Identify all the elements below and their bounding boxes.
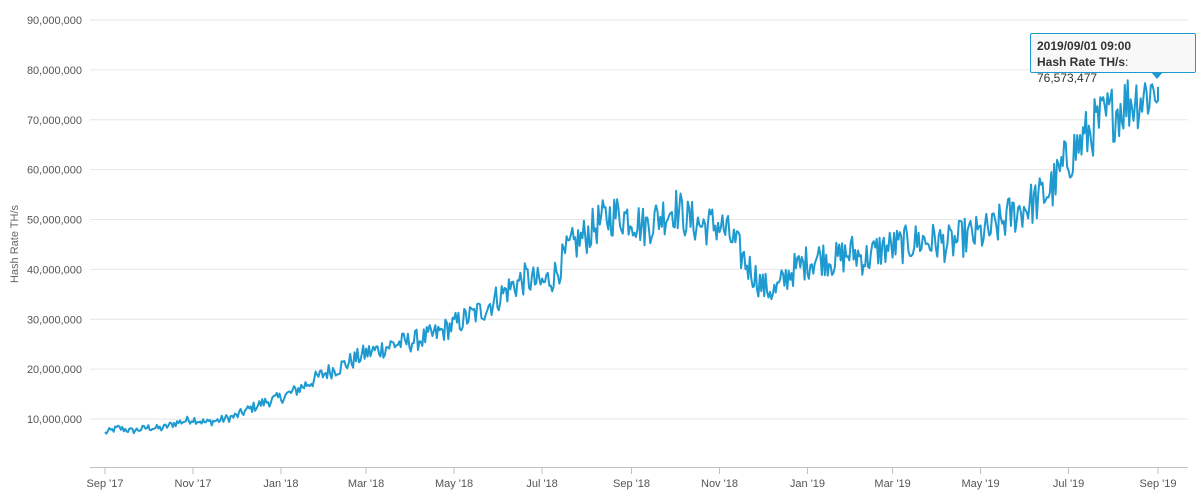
x-tick-label: Nov '18 [701,478,738,490]
x-axis-ticks: Sep '17 Nov '17 Jan '18 Mar '18 May '18 Jul '… [87,468,1177,490]
tooltip-pointer [1151,72,1163,79]
series-line-hash-rate [104,79,1159,435]
x-tick-label: Jan '18 [263,478,298,490]
x-tick-label: Sep '19 [1140,478,1177,490]
y-tick-label: 30,000,000 [27,314,82,326]
y-tick-label: 50,000,000 [27,215,82,227]
y-tick-label: 70,000,000 [27,115,82,127]
y-axis-title: Hash Rate TH/s [9,204,21,283]
y-tick-label: 90,000,000 [27,15,82,27]
y-tick-label: 10,000,000 [27,414,82,426]
tooltip-value: 76,573,477 [1037,71,1098,85]
x-tick-label: May '19 [961,478,999,490]
tooltip-series-label: Hash Rate TH/s [1037,55,1126,69]
tooltip-separator: : [1125,55,1129,69]
y-axis-ticks: 10,000,000 20,000,000 30,000,000 40,000,000… [27,15,82,426]
tooltip-value-row: Hash Rate TH/s: 76,573,477 [1037,54,1189,86]
series-layer [104,79,1159,435]
y-tick-label: 60,000,000 [27,165,82,177]
x-tick-label: Mar '19 [874,478,910,490]
hover-tooltip: 2019/09/01 09:00 Hash Rate TH/s: 76,573,… [1030,33,1196,85]
x-tick-label: Jul '18 [526,478,557,490]
tooltip-date: 2019/09/01 09:00 [1037,39,1132,53]
y-tick-label: 40,000,000 [27,264,82,276]
x-tick-label: May '18 [435,478,473,490]
x-tick-label: Mar '18 [348,478,384,490]
x-tick-label: Jul '19 [1053,478,1084,490]
x-tick-label: Jan '19 [790,478,825,490]
x-tick-label: Nov '17 [175,478,212,490]
y-tick-label: 80,000,000 [27,65,82,77]
y-tick-label: 20,000,000 [27,364,82,376]
x-tick-label: Sep '18 [613,478,650,490]
x-tick-label: Sep '17 [87,478,124,490]
